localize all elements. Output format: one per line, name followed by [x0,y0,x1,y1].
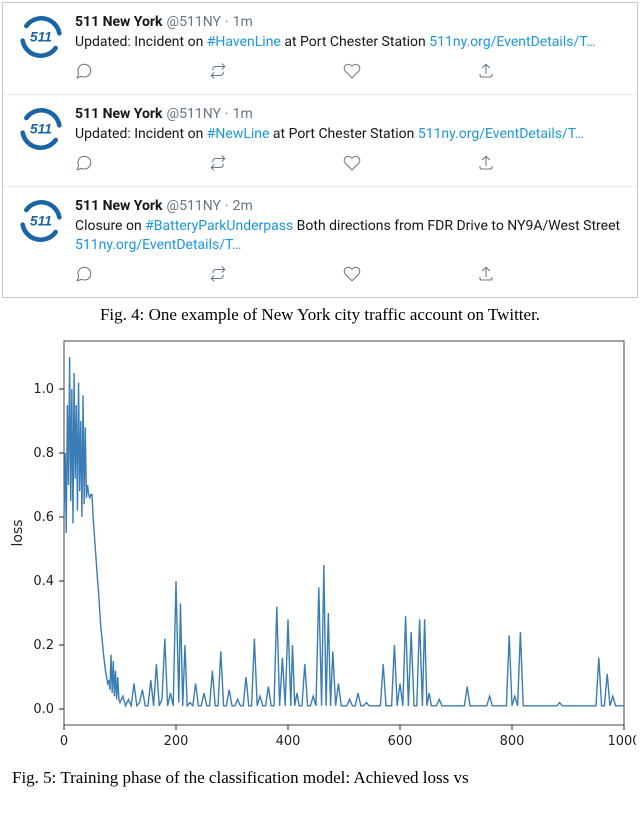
account-name[interactable]: 511 New York [75,105,163,123]
tweet-text: Closure on #BatteryParkUnderpass Both di… [75,217,623,255]
tweet-body: 511 New York @511NY · 1m Updated: Incide… [75,105,623,180]
share-icon[interactable] [477,62,495,84]
url-link[interactable]: 511ny.org/EventDetails/T… [429,34,595,50]
reply-icon[interactable] [75,265,93,287]
svg-text:0.8: 0.8 [33,446,54,461]
hashtag-link[interactable]: #HavenLine [207,34,281,50]
svg-text:600: 600 [388,734,413,749]
reply-icon[interactable] [75,62,93,84]
retweet-icon[interactable] [209,154,227,176]
separator-dot: · [225,105,229,123]
svg-text:0.2: 0.2 [33,638,54,653]
tweet-actions [75,154,495,176]
avatar[interactable]: 511 [17,13,65,61]
tweet-body: 511 New York @511NY · 2m Closure on #Bat… [75,197,623,291]
svg-text:200: 200 [164,734,189,749]
retweet-icon[interactable] [209,265,227,287]
like-icon[interactable] [343,265,361,287]
svg-text:511: 511 [30,30,52,45]
account-handle[interactable]: @511NY [167,13,221,31]
tweet[interactable]: 511 511 New York @511NY · 1m Updated: In… [3,95,637,187]
svg-text:0.4: 0.4 [33,574,54,589]
loss-chart: 0.0 0.2 0.4 0.6 0.8 1.0 0 200 400 600 800 1000 loss [4,331,636,761]
account-handle[interactable]: @511NY [167,105,221,123]
hashtag-link[interactable]: #BatteryParkUnderpass [145,218,293,234]
tweet-time: 1m [233,13,253,31]
avatar-logo-icon: 511 [19,199,63,243]
tweet-body: 511 New York @511NY · 1m Updated: Incide… [75,13,623,88]
tweet-text: Updated: Incident on #NewLine at Port Ch… [75,125,623,144]
svg-text:loss: loss [10,520,26,547]
separator-dot: · [225,197,229,215]
avatar[interactable]: 511 [17,197,65,245]
reply-icon[interactable] [75,154,93,176]
retweet-icon[interactable] [209,62,227,84]
svg-text:1000: 1000 [607,734,636,749]
tweet[interactable]: 511 511 New York @511NY · 2m Closure on … [3,187,637,297]
svg-text:0: 0 [60,734,68,749]
tweet-header: 511 New York @511NY · 1m [75,13,623,31]
share-icon[interactable] [477,265,495,287]
figure-5-caption: Fig. 5: Training phase of the classifica… [8,767,632,790]
avatar-logo-icon: 511 [19,107,63,151]
tweet-actions [75,62,495,84]
tweet-actions [75,265,495,287]
account-name[interactable]: 511 New York [75,13,163,31]
tweet-text: Updated: Incident on #HavenLine at Port … [75,33,623,52]
tweet-header: 511 New York @511NY · 2m [75,197,623,215]
tweet-time: 2m [233,197,253,215]
avatar-logo-icon: 511 [19,15,63,59]
separator-dot: · [225,13,229,31]
hashtag-link[interactable]: #NewLine [207,126,270,142]
svg-text:511: 511 [30,122,52,137]
svg-text:0.6: 0.6 [33,510,54,525]
svg-text:1.0: 1.0 [33,382,54,397]
svg-text:511: 511 [30,214,52,229]
like-icon[interactable] [343,154,361,176]
tweet-header: 511 New York @511NY · 1m [75,105,623,123]
account-name[interactable]: 511 New York [75,197,163,215]
tweets-panel: 511 511 New York @511NY · 1m Updated: In… [2,2,638,298]
account-handle[interactable]: @511NY [167,197,221,215]
svg-text:0.0: 0.0 [33,702,54,717]
svg-text:800: 800 [500,734,525,749]
share-icon[interactable] [477,154,495,176]
tweet[interactable]: 511 511 New York @511NY · 1m Updated: In… [3,3,637,95]
svg-text:400: 400 [276,734,301,749]
tweet-time: 1m [233,105,253,123]
like-icon[interactable] [343,62,361,84]
url-link[interactable]: 511ny.org/EventDetails/T… [75,237,241,253]
avatar[interactable]: 511 [17,105,65,153]
url-link[interactable]: 511ny.org/EventDetails/T… [418,126,584,142]
figure-4-caption: Fig. 4: One example of New York city tra… [8,304,632,327]
